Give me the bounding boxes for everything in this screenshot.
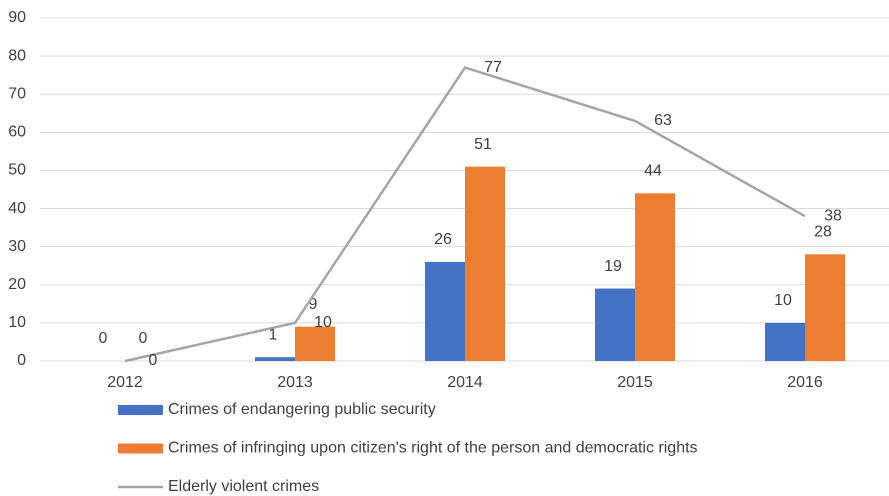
legend-swatch bbox=[118, 405, 163, 415]
data-label: 10 bbox=[314, 314, 332, 331]
y-tick-label: 60 bbox=[8, 124, 26, 141]
bar bbox=[595, 288, 635, 361]
bar bbox=[465, 166, 505, 361]
legend-label: Crimes of infringing upon citizen's righ… bbox=[168, 440, 698, 457]
y-tick-label: 90 bbox=[8, 9, 26, 26]
data-label: 28 bbox=[814, 224, 832, 241]
data-label: 77 bbox=[484, 59, 502, 76]
bar bbox=[425, 261, 465, 361]
data-label: 63 bbox=[654, 112, 672, 129]
bar bbox=[295, 326, 335, 361]
data-label: 19 bbox=[604, 258, 622, 275]
y-tick-label: 30 bbox=[8, 238, 26, 255]
bar bbox=[805, 254, 845, 361]
y-tick-label: 50 bbox=[8, 162, 26, 179]
x-tick-label: 2013 bbox=[277, 374, 313, 391]
data-label: 10 bbox=[774, 292, 792, 309]
data-label: 51 bbox=[474, 136, 492, 153]
y-tick-label: 10 bbox=[8, 314, 26, 331]
bar bbox=[765, 322, 805, 361]
legend-swatch bbox=[118, 443, 163, 454]
y-tick-label: 40 bbox=[8, 200, 26, 217]
data-label: 0 bbox=[139, 330, 148, 347]
x-tick-label: 2016 bbox=[787, 374, 823, 391]
data-label: 26 bbox=[434, 231, 452, 248]
y-tick-label: 80 bbox=[8, 47, 26, 64]
bar bbox=[635, 193, 675, 361]
y-tick-label: 0 bbox=[17, 352, 26, 369]
y-tick-label: 20 bbox=[8, 276, 26, 293]
data-label: 1 bbox=[269, 326, 278, 343]
y-tick-label: 70 bbox=[8, 85, 26, 102]
data-label: 0 bbox=[149, 352, 158, 369]
data-label: 9 bbox=[309, 296, 318, 313]
x-tick-label: 2014 bbox=[447, 374, 483, 391]
data-label: 0 bbox=[99, 330, 108, 347]
legend-label: Elderly violent crimes bbox=[168, 478, 319, 495]
x-tick-label: 2012 bbox=[107, 374, 143, 391]
data-label: 44 bbox=[644, 163, 662, 180]
x-tick-label: 2015 bbox=[617, 374, 653, 391]
legend-label: Crimes of endangering public security bbox=[168, 401, 436, 418]
data-label: 38 bbox=[824, 207, 842, 224]
bar bbox=[255, 357, 295, 361]
line bbox=[124, 66, 806, 363]
